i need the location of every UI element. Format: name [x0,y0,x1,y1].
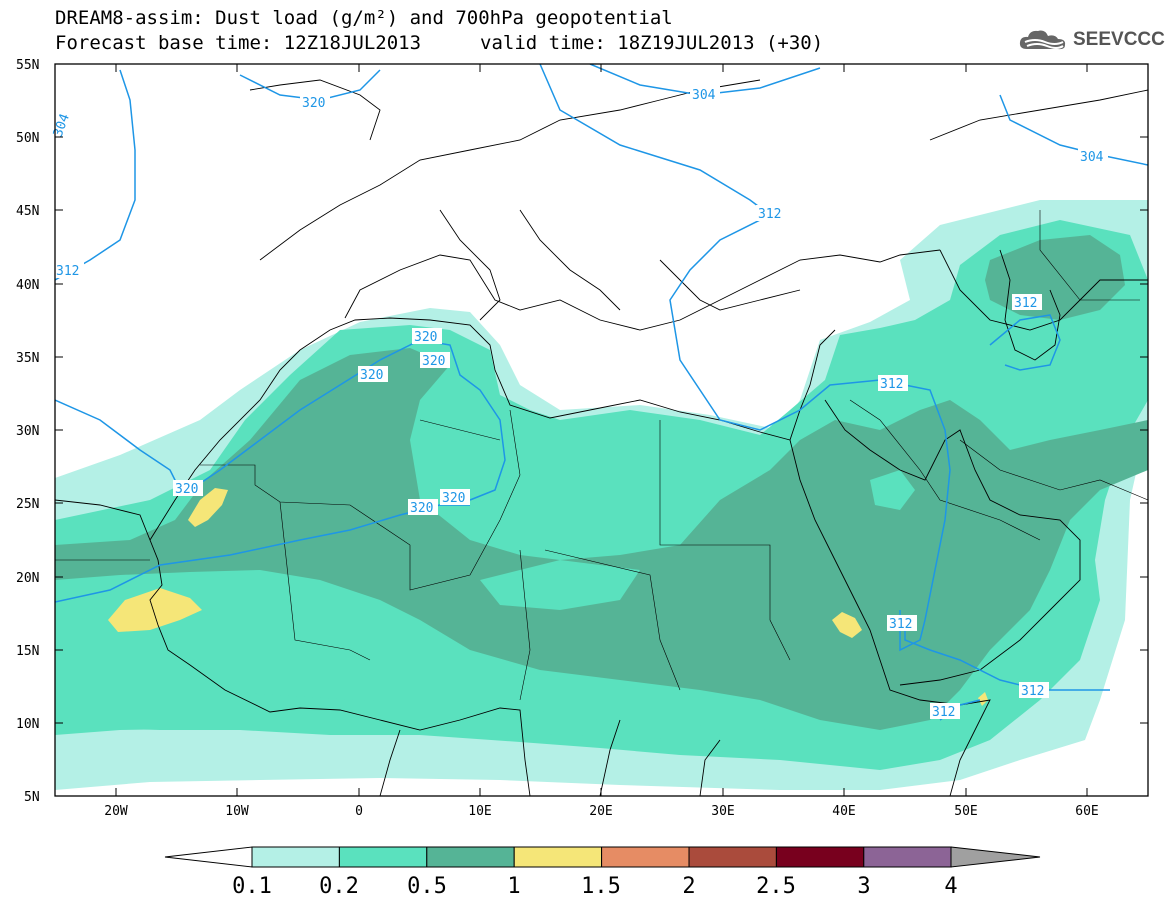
colorbar-label: 2.5 [756,874,796,899]
axis-ticks [55,63,1148,796]
x-tick-label: 10E [468,804,491,819]
contour-label: 312 [932,705,955,720]
colorbar-label: 1 [507,874,520,899]
colorbar-swatch [251,846,340,868]
colorbar-labels: 0.1 0.2 0.5 1 1.5 2 2.5 3 4 [232,874,958,899]
y-tick-label: 40N [16,278,39,293]
x-tick-label: 30E [711,804,734,819]
contour-label: 312 [889,617,912,632]
contour-label: 312 [758,207,781,222]
contour-label: 320 [422,354,445,369]
x-tick-label: 60E [1075,804,1098,819]
y-tick-label: 20N [16,571,39,586]
contour-label: 312 [1021,684,1044,699]
contour-label: 320 [360,368,383,383]
seevccc-logo: SEEVCCC [1017,27,1165,53]
x-tick-label: 20W [104,804,128,819]
logo-text: SEEVCCC [1073,29,1165,50]
y-tick-label: 15N [16,644,39,659]
colorbar-swatch [426,846,515,868]
contour-label: 320 [442,491,465,506]
colorbar-swatch [601,846,690,868]
valid-time: valid time: 18Z19JUL2013 (+30) [480,32,824,54]
dust-level-0.2-inner [420,420,520,500]
colorbar-label: 2 [682,874,695,899]
contour-labels: 320 304 304 312 312 312 320 320 320 320 … [51,86,1108,720]
y-tick-label: 55N [16,58,39,73]
colorbar-swatch [513,846,603,868]
y-tick-label: 30N [16,424,39,439]
y-tick-label: 25N [16,497,39,512]
dust-level-0.2-lowerband [55,690,780,740]
x-tick-label: 50E [954,804,977,819]
colorbar-boxes [251,846,952,868]
contour-label: 320 [302,96,325,111]
colorbar-over-arrow [950,846,1041,868]
contour-label: 320 [414,330,437,345]
dust-level-1-mauritania [108,588,202,632]
colorbar-under-arrow [164,846,253,868]
x-tick-label: 40E [832,804,855,819]
x-tick-label: 0 [355,804,363,819]
colorbar-label: 0.2 [319,874,359,899]
y-tick-label: 5N [24,790,40,805]
contour-label: 320 [175,482,198,497]
y-axis-labels: 55N 50N 45N 40N 35N 30N 25N 20N 15N 10N … [16,58,40,805]
colorbar-label: 0.5 [407,874,447,899]
y-tick-label: 45N [16,204,39,219]
dust-level-0.5 [55,348,1148,730]
y-tick-label: 50N [16,131,39,146]
colorbar-swatch [338,846,428,868]
coastlines [55,79,1148,796]
contour-label: 304 [692,88,716,103]
colorbar-label: 1.5 [581,874,621,899]
colorbar-swatch [775,846,865,868]
dust-level-1-somalia [978,692,988,706]
y-tick-label: 35N [16,351,39,366]
contour-label: 312 [56,264,79,279]
contour-label: 312 [1014,296,1037,311]
cloud-icon [1019,30,1066,50]
map-title: DREAM8-assim: Dust load (g/m²) and 700hP… [55,7,673,29]
colorbar-swatch [688,846,777,868]
contour-label: 320 [410,501,433,516]
dust-level-0.2-arabia [870,470,915,510]
dust-level-1-westsahara [188,488,228,527]
colorbar-label: 4 [944,874,957,899]
colorbar-label: 3 [857,874,870,899]
colorbar-label: 0.1 [232,874,272,899]
x-tick-label: 10W [225,804,249,819]
x-axis-labels: 20W 10W 0 10E 20E 30E 40E 50E 60E [104,804,1098,819]
dust-level-0.2-sahel [480,560,640,610]
dust-fields [55,200,1148,790]
forecast-base-time: Forecast base time: 12Z18JUL2013 [55,32,422,54]
y-tick-label: 10N [16,717,39,732]
contour-label: 304 [51,112,73,139]
contour-label: 312 [880,377,903,392]
country-borders [55,210,1148,701]
dust-level-1-eritrea [832,612,862,638]
colorbar-swatch [863,846,952,868]
colorbar: 0.1 0.2 0.5 1 1.5 2 2.5 3 4 [164,846,1041,899]
contour-label: 304 [1080,150,1104,165]
x-tick-label: 20E [589,804,612,819]
